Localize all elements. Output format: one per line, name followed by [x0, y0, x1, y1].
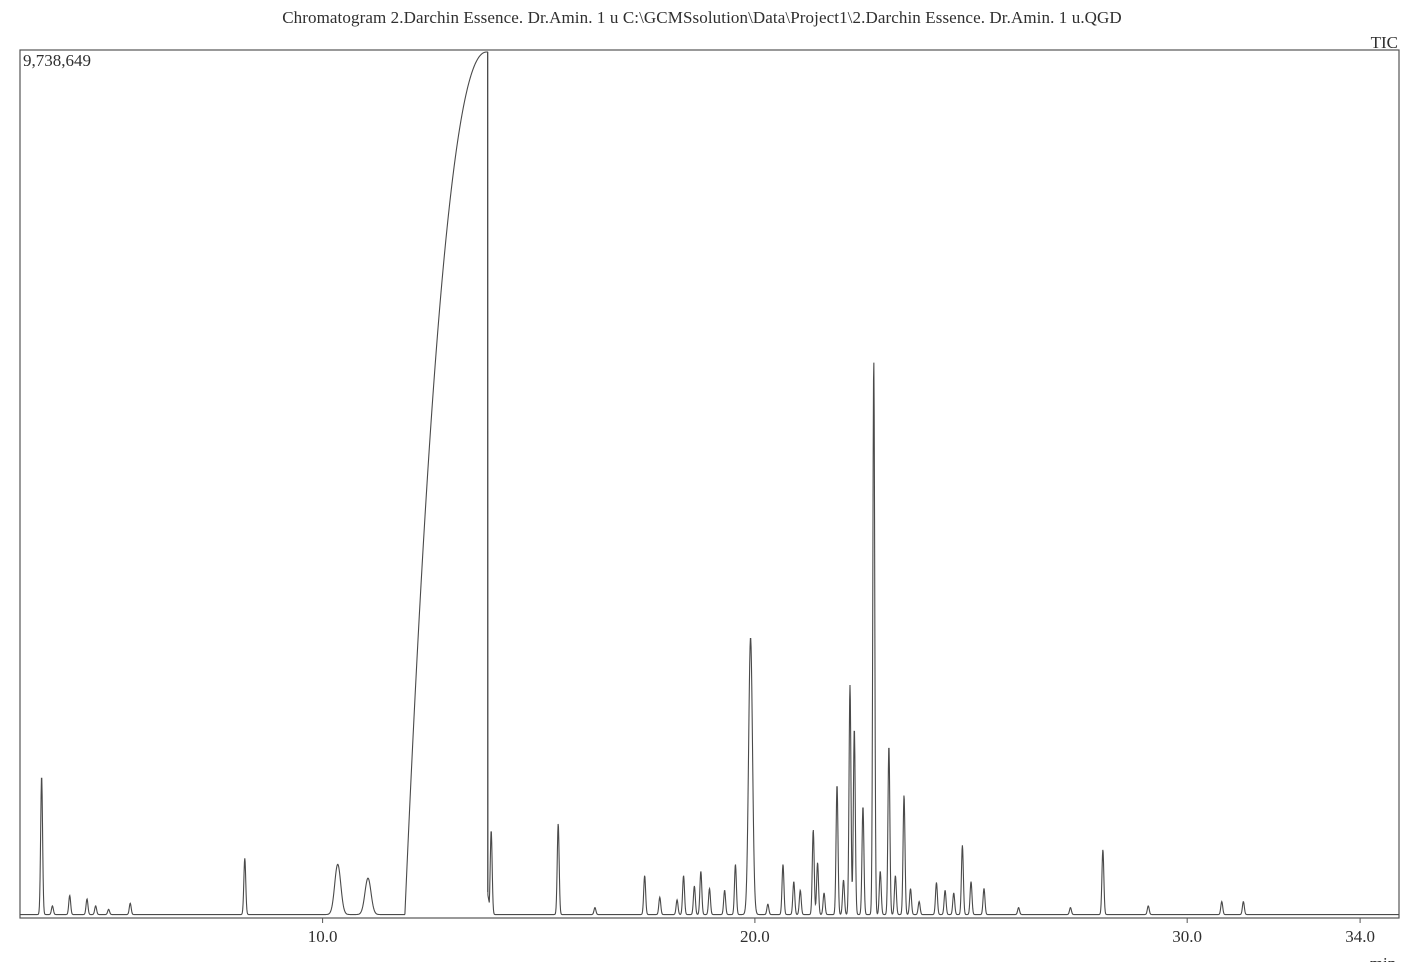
chart-title: Chromatogram 2.Darchin Essence. Dr.Amin.… [282, 8, 1122, 27]
plot-frame [19, 49, 1400, 919]
y-max-label: 9,738,649 [23, 51, 91, 70]
tic-series-line [20, 51, 1399, 916]
trace-label: TIC [1370, 33, 1398, 52]
series-layer [20, 51, 1399, 916]
x-tick-label: 34.0 [1345, 927, 1375, 946]
x-axis: 10.0 20.0 30.0 34.0 min [308, 918, 1397, 962]
x-axis-unit: min [1370, 954, 1397, 962]
x-tick-label: 20.0 [740, 927, 770, 946]
x-tick-label: 10.0 [308, 927, 338, 946]
x-tick-label: 30.0 [1172, 927, 1202, 946]
